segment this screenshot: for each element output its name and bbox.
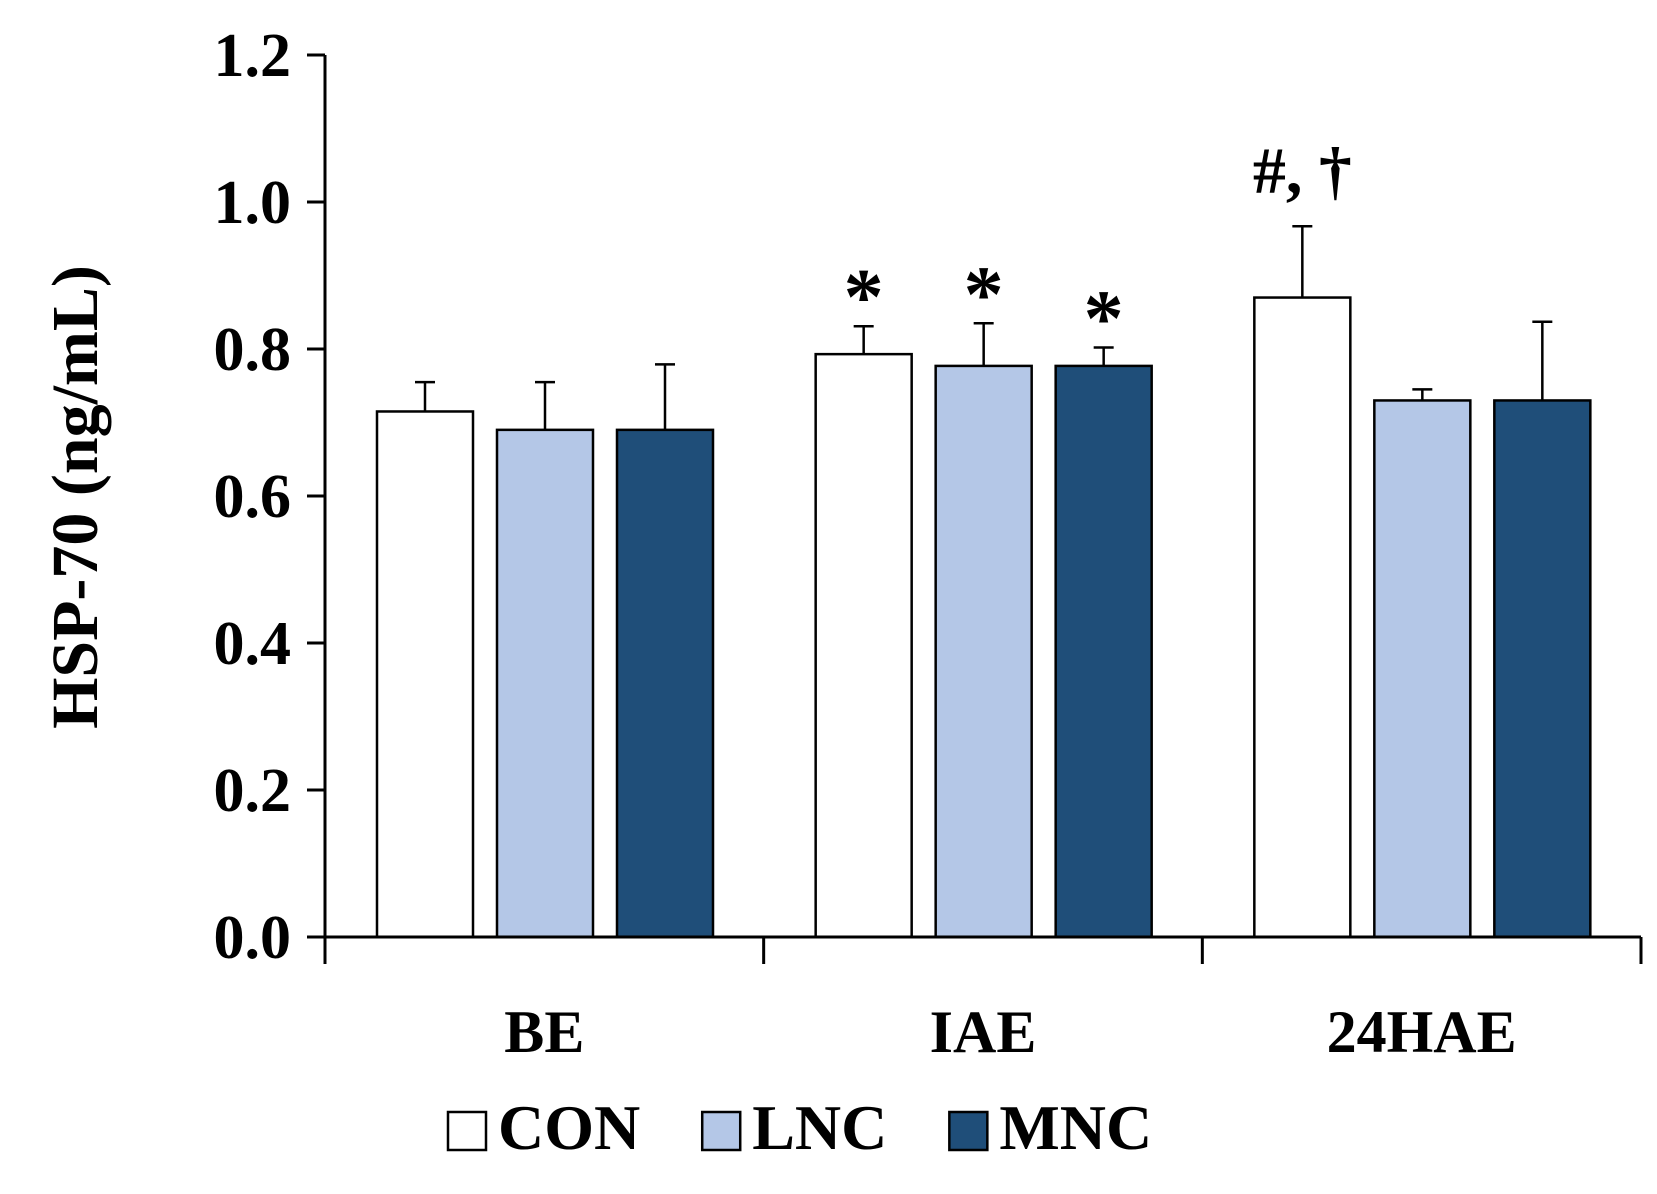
bar-con-be [375,410,475,939]
significance-annotation: * [1084,276,1124,364]
bar-lnc-24hae [1373,399,1472,939]
x-tick-label: BE [504,999,584,1065]
legend-swatch-lnc [700,1110,742,1152]
bar-mnc-iae [1054,364,1153,939]
x-tick-label: 24HAE [1327,999,1517,1065]
y-axis-title: HSP-70 (ng/mL) [39,265,112,729]
bar-con-24hae [1253,296,1352,939]
legend-label-lnc: LNC [752,1092,887,1163]
legend-swatch-con [446,1110,488,1152]
y-tick-label: 1.0 [214,169,292,237]
significance-annotation: #, † [1253,134,1352,207]
bars-layer [375,225,1592,939]
legend-label-mnc: MNC [999,1092,1152,1163]
legend: CON LNC MNC [446,1092,1152,1163]
axes-layer: 0.0 0.2 0.4 0.6 0.8 1.0 1.2 BE IAE 24HAE HSP-70 (n… [39,22,1643,1065]
x-tick-label: IAE [930,999,1037,1065]
legend-label-con: CON [498,1092,640,1163]
legend-swatch-mnc [948,1110,989,1152]
significance-annotation: * [964,251,1004,339]
bar-lnc-iae [934,364,1033,939]
y-tick-label: 0.2 [214,757,292,825]
significance-annotation: * [844,254,884,342]
y-tick-label: 0.6 [214,463,292,531]
bar-mnc-24hae [1493,399,1592,939]
bar-mnc-be [615,428,715,939]
y-tick-label: 0.4 [214,610,292,678]
y-tick-label: 0.8 [214,316,292,384]
y-tick-label: 1.2 [214,22,292,90]
y-tick-label: 0.0 [214,904,292,972]
annotations-layer: * * * #, † [844,134,1352,363]
bar-con-iae [814,352,913,939]
bar-lnc-be [495,428,595,939]
